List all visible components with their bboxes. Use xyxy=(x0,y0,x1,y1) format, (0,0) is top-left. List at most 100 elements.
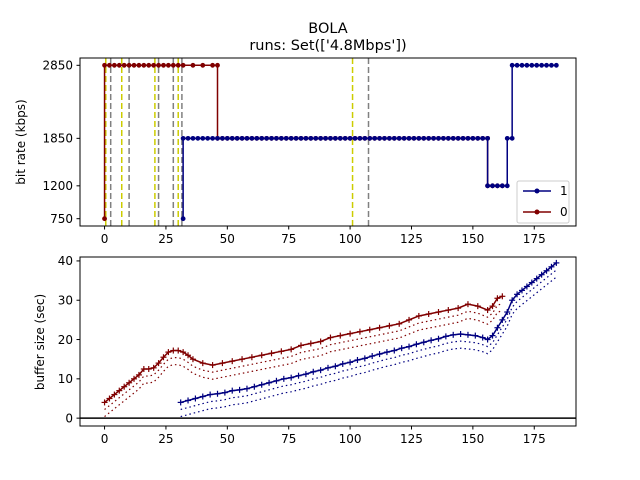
y-tick-label: 10 xyxy=(58,372,73,386)
bitrate-point xyxy=(111,62,117,68)
bitrate-point xyxy=(288,135,294,141)
bitrate-point xyxy=(421,135,427,141)
buffer-point xyxy=(484,307,491,314)
x-tick-label: 100 xyxy=(339,232,362,246)
bitrate-series xyxy=(102,62,559,222)
bitrate-point xyxy=(249,135,255,141)
buffer-point xyxy=(258,381,265,388)
bitrate-point xyxy=(431,135,436,141)
buffer-envelope-0 xyxy=(104,309,503,418)
bitrate-point xyxy=(244,135,250,141)
bitrate-point xyxy=(519,62,525,68)
buffer-envelope-0 xyxy=(104,302,503,410)
buffer-point xyxy=(376,351,383,358)
bitrate-point xyxy=(239,135,245,141)
bitrate-point xyxy=(396,135,402,141)
bitrate-point xyxy=(337,135,343,141)
buffer-y-axis-label: buffer size (sec) xyxy=(33,294,47,390)
buffer-point xyxy=(472,332,479,339)
bitrate-point xyxy=(504,135,510,141)
buffer-x-ticks: 0 25 50 75 100 125 150 175 xyxy=(101,426,546,446)
buffer-line-series-1 xyxy=(180,262,557,404)
bitrate-point xyxy=(156,62,161,68)
x-tick-label: 175 xyxy=(523,432,546,446)
y-tick-label: 0 xyxy=(65,411,73,425)
bitrate-point xyxy=(180,62,186,68)
buffer-point xyxy=(391,347,398,354)
bitrate-point xyxy=(499,183,505,189)
bitrate-point xyxy=(362,135,368,141)
bitrate-point xyxy=(283,135,289,141)
bitrate-point xyxy=(504,183,510,189)
bitrate-point xyxy=(254,135,260,141)
bitrate-panel: 0 25 50 75 100 125 150 175 750 1200 1850 2850 bit … xyxy=(14,57,577,246)
buffer-point xyxy=(442,333,449,340)
buffer-point xyxy=(116,387,123,394)
bitrate-point xyxy=(205,135,211,141)
bitrate-point xyxy=(141,62,147,68)
bitrate-point xyxy=(229,135,235,141)
buffer-envelope-1 xyxy=(180,269,557,411)
bitrate-point xyxy=(401,135,407,141)
buffer-point xyxy=(317,367,324,374)
buffer-point xyxy=(185,352,192,359)
event-lines xyxy=(105,58,370,226)
buffer-point xyxy=(295,372,302,379)
bitrate-axes-frame xyxy=(79,57,577,227)
bitrate-point xyxy=(539,62,545,68)
buffer-point xyxy=(180,349,187,356)
bitrate-point xyxy=(465,135,471,141)
legend: 1 0 xyxy=(516,180,570,224)
bitrate-point xyxy=(450,135,456,141)
buffer-point xyxy=(219,360,226,367)
bitrate-point xyxy=(544,62,549,68)
buffer-point xyxy=(450,331,457,338)
bitrate-point xyxy=(549,62,554,68)
bitrate-point xyxy=(426,135,432,141)
y-tick-label: 1200 xyxy=(42,179,73,193)
buffer-series xyxy=(101,259,560,418)
buffer-point xyxy=(398,345,405,352)
buffer-point xyxy=(310,368,317,375)
bitrate-point xyxy=(475,135,481,141)
bitrate-point xyxy=(180,135,186,141)
buffer-line-series-0 xyxy=(104,295,503,404)
buffer-point xyxy=(455,305,462,312)
bitrate-point xyxy=(357,135,363,141)
bitrate-point xyxy=(195,135,201,141)
legend-marker-series-0 xyxy=(534,209,540,215)
bitrate-y-axis-label: bit rate (kbps) xyxy=(14,99,28,184)
bitrate-point xyxy=(190,62,196,68)
buffer-point xyxy=(327,334,334,341)
buffer-point xyxy=(307,340,314,347)
buffer-point xyxy=(165,349,172,356)
buffer-point xyxy=(111,391,118,398)
x-tick-label: 50 xyxy=(220,432,235,446)
buffer-point xyxy=(150,364,157,371)
buffer-point xyxy=(543,267,550,274)
bitrate-x-ticks: 0 25 50 75 100 125 150 175 xyxy=(101,226,546,246)
y-tick-label: 1850 xyxy=(42,132,73,146)
buffer-point xyxy=(499,293,506,300)
bitrate-point xyxy=(185,135,191,141)
buffer-point xyxy=(297,342,304,349)
buffer-envelope-1 xyxy=(180,276,557,418)
x-tick-label: 150 xyxy=(461,432,484,446)
bitrate-point xyxy=(524,62,530,68)
bitrate-point xyxy=(352,135,358,141)
buffer-point xyxy=(361,355,368,362)
x-tick-label: 100 xyxy=(339,432,362,446)
buffer-point xyxy=(509,297,516,304)
bitrate-point xyxy=(534,62,540,68)
bitrate-point xyxy=(445,135,451,141)
bitrate-point xyxy=(323,135,328,141)
bitrate-point xyxy=(215,135,220,141)
buffer-point xyxy=(155,360,162,367)
bitrate-point xyxy=(391,135,397,141)
buffer-point xyxy=(528,279,535,286)
bitrate-point xyxy=(264,135,270,141)
bitrate-point xyxy=(490,183,495,189)
bitrate-point xyxy=(342,135,348,141)
bitrate-point xyxy=(308,135,314,141)
